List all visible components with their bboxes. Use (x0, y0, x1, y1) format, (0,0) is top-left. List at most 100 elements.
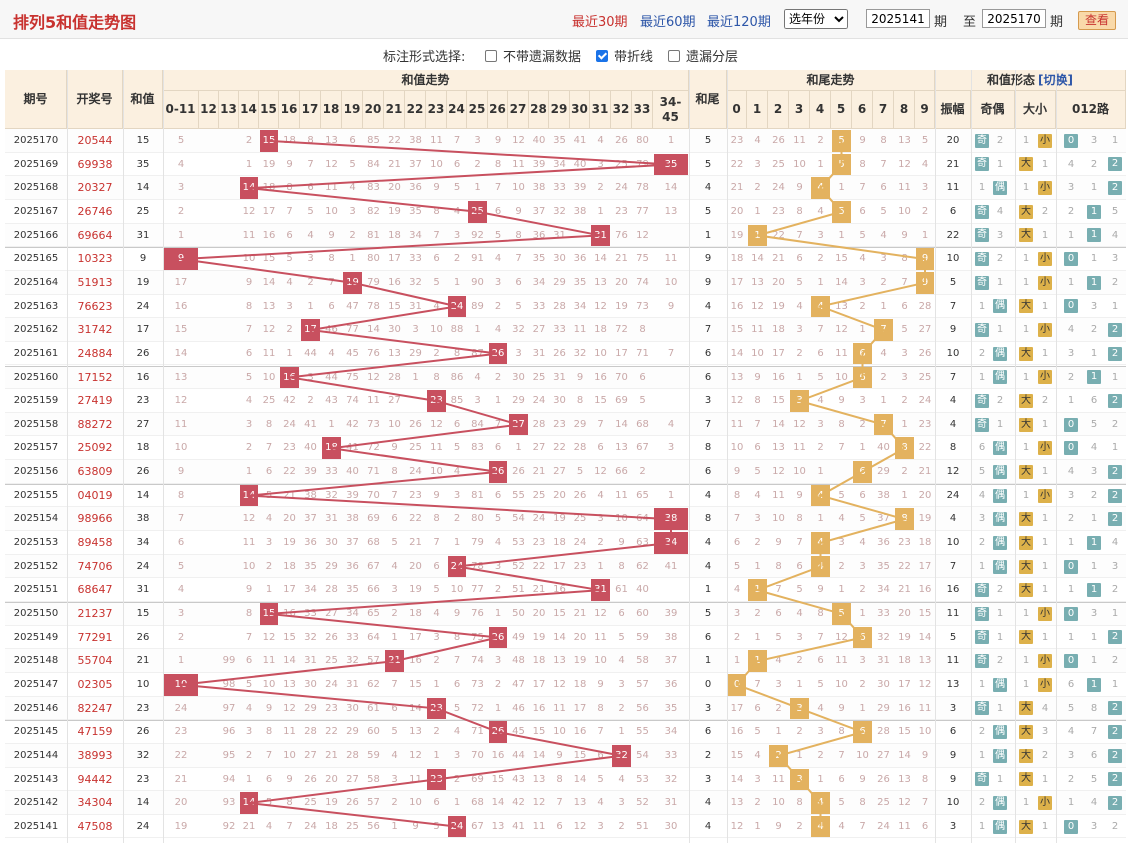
sum-miss-cell: 10 (262, 371, 276, 383)
mod3-miss: 1 (1090, 631, 1098, 643)
amplitude-cell: 9 (949, 749, 957, 761)
sum-marker: 26 (489, 342, 507, 365)
sum-miss-cell: 32 (346, 655, 359, 667)
sum-marker: 31 (591, 224, 610, 247)
big-miss: 1 (1022, 489, 1030, 501)
sum-miss-cell: 2 (494, 371, 502, 383)
small-miss: 1 (1041, 229, 1049, 241)
sum-miss-cell: 3 (433, 631, 440, 643)
odd-badge: 奇 (975, 323, 989, 338)
tail-marker: 4 (811, 177, 830, 199)
tail-miss-cell: 8 (796, 205, 803, 217)
sum-miss-cell (219, 129, 239, 153)
sum-miss-cell: 23 (174, 726, 188, 738)
tail-miss-cell: 5 (796, 584, 803, 596)
sum-miss-cell: 2 (494, 584, 502, 596)
sum-cell: 24 (136, 560, 150, 572)
sum-miss-cell: 14 (174, 347, 188, 359)
checkbox-layered[interactable] (668, 50, 680, 62)
checkbox-no-miss[interactable] (485, 50, 497, 62)
amplitude-cell: 6 (949, 205, 957, 217)
tail-marker: 1 (748, 224, 767, 247)
mod3-badge: 0 (1064, 559, 1078, 574)
tail-miss-cell: 2 (880, 371, 887, 383)
range-link-30[interactable]: 最近30期 (572, 15, 628, 30)
sum-miss-cell: 3 (177, 182, 185, 194)
sum-miss-cell: 83 (471, 442, 484, 454)
tail-miss-cell: 6 (859, 489, 866, 501)
query-button[interactable]: 查看 (1078, 11, 1116, 30)
tail-col-header: 6 (852, 91, 873, 129)
issue-cell: 2025166 (13, 229, 59, 241)
sum-miss-cell: 18 (283, 135, 296, 146)
sum-cell: 21 (136, 655, 150, 667)
sum-miss-cell: 4 (328, 347, 335, 359)
sum-miss-cell: 92 (222, 820, 236, 832)
period-from-input[interactable] (866, 9, 930, 28)
sum-miss-cell: 5 (391, 537, 398, 549)
mod3-badge: 1 (1087, 677, 1101, 692)
range-link-60[interactable]: 最近60期 (640, 15, 696, 30)
sum-miss-cell: 1 (286, 347, 293, 359)
checkbox-line[interactable] (596, 50, 608, 62)
tail-miss-cell: 31 (877, 655, 890, 667)
sum-cell: 26 (136, 347, 150, 359)
mod3-miss: 7 (1090, 726, 1098, 738)
tail-miss-cell: 2 (754, 537, 761, 549)
sum-miss-cell: 44 (304, 347, 317, 359)
tail-miss-cell: 10 (835, 371, 848, 383)
sum-miss-cell: 27 (304, 749, 317, 761)
sum-miss-cell: 2 (286, 324, 293, 336)
tail-miss-cell: 19 (898, 631, 911, 643)
tail-miss-cell: 14 (918, 631, 932, 643)
small-miss: 2 (1041, 395, 1049, 407)
mod3-miss: 4 (1067, 158, 1075, 170)
switch-link[interactable]: [切换] (1038, 73, 1073, 88)
sum-cell: 24 (136, 300, 150, 312)
tail-miss-cell: 4 (817, 205, 824, 217)
period-to-input[interactable] (982, 9, 1046, 28)
sum-miss-cell: 5 (453, 442, 461, 454)
amplitude-cell: 24 (946, 489, 960, 501)
issue-cell: 2025161 (13, 347, 59, 359)
sum-marker: 23 (427, 697, 446, 720)
sum-miss-cell: 6 (494, 489, 502, 501)
option-line[interactable]: 带折线 (596, 46, 653, 65)
sum-miss-cell: 5 (618, 631, 625, 643)
sum-miss-cell: 16 (174, 300, 188, 312)
sum-miss-cell: 83 (367, 182, 380, 194)
even-miss: 1 (996, 324, 1004, 336)
tail-miss-cell: 7 (796, 537, 803, 549)
sum-miss-cell: 8 (556, 773, 563, 785)
issue-header[interactable]: 期号 (5, 70, 67, 129)
option-no-miss[interactable]: 不带遗漏数据 (485, 46, 581, 65)
year-select[interactable]: 选年份 (784, 9, 848, 29)
sum-cell: 32 (136, 749, 150, 761)
sum-miss-cell: 34 (532, 276, 546, 288)
sum-miss-cell: 50 (512, 608, 525, 619)
range-link-120[interactable]: 最近120期 (707, 15, 771, 30)
tail-miss-cell: 4 (796, 300, 803, 312)
sum-miss-cell (199, 271, 219, 295)
tail-miss-cell: 27 (877, 749, 890, 761)
mod3-badge: 2 (1108, 701, 1122, 716)
sum-col-header: 12 (199, 91, 219, 129)
sum-miss-cell: 9 (245, 584, 253, 596)
sum-miss-cell: 1 (618, 726, 625, 738)
sum-miss-cell: 2 (245, 442, 253, 454)
sum-miss-cell: 4 (349, 182, 356, 194)
sum-miss-cell: 3 (265, 537, 273, 549)
sum-miss-cell: 6 (556, 820, 563, 832)
option-layered[interactable]: 遗漏分层 (668, 46, 738, 65)
sum-miss-cell: 51 (512, 584, 525, 596)
tail-miss-cell: 13 (751, 276, 764, 288)
tail-miss-cell: 1 (901, 418, 908, 430)
draw-cell: 74706 (77, 559, 113, 573)
tail-miss-cell: 12 (751, 300, 764, 312)
mod3-badge: 2 (1108, 630, 1122, 645)
sum-marker: 35 (654, 153, 688, 176)
mod3-miss: 2 (1090, 489, 1098, 501)
mod3-miss: 1 (1111, 678, 1119, 690)
sum-miss-cell: 81 (471, 489, 484, 501)
sum-miss-cell: 12 (367, 371, 380, 383)
